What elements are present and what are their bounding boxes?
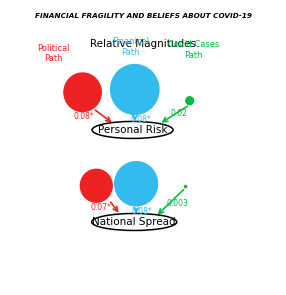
Ellipse shape	[92, 122, 173, 138]
Text: 0.07*: 0.07*	[91, 203, 112, 212]
Circle shape	[64, 73, 101, 112]
Text: Covid Cases
Path: Covid Cases Path	[168, 40, 219, 60]
Circle shape	[186, 97, 194, 105]
Ellipse shape	[92, 214, 177, 230]
Circle shape	[111, 65, 159, 114]
Text: 0.02: 0.02	[171, 109, 188, 118]
Text: 0.08*: 0.08*	[132, 207, 152, 216]
Circle shape	[115, 162, 158, 206]
Text: Finanical
Path: Finanical Path	[112, 37, 149, 57]
Text: 0.08*: 0.08*	[130, 115, 151, 124]
Text: Political
Path: Political Path	[37, 44, 70, 63]
Circle shape	[184, 186, 187, 188]
Text: National Spread: National Spread	[92, 217, 176, 227]
Circle shape	[80, 169, 112, 202]
Text: 0.08*: 0.08*	[74, 112, 94, 121]
Text: FINANCIAL FRAGILITY AND BELIEFS ABOUT COVID-19: FINANCIAL FRAGILITY AND BELIEFS ABOUT CO…	[35, 13, 251, 19]
Text: Relative Magnitudes: Relative Magnitudes	[90, 39, 196, 49]
Text: 0.003: 0.003	[167, 199, 188, 208]
Text: Personal Risk: Personal Risk	[98, 125, 167, 135]
